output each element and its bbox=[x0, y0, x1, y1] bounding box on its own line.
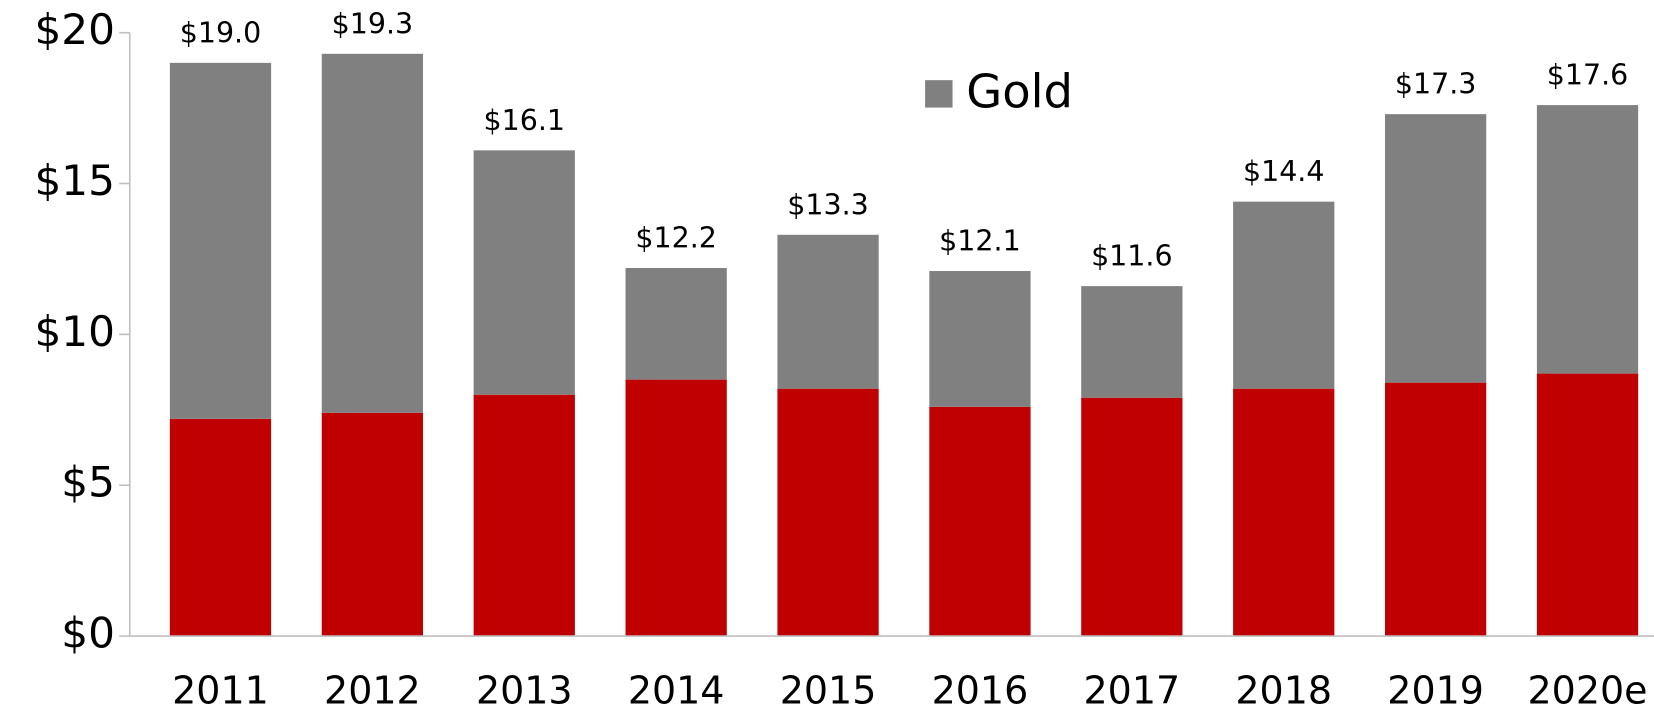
y-tick-label: $5 bbox=[61, 458, 115, 507]
total-label: $12.1 bbox=[939, 225, 1021, 258]
x-tick-label: 2012 bbox=[324, 669, 421, 712]
bar-segment bbox=[321, 412, 424, 637]
x-tick-label: 2015 bbox=[780, 669, 877, 712]
total-label: $19.3 bbox=[332, 7, 414, 40]
total-label: $16.1 bbox=[484, 104, 566, 137]
bar-segment bbox=[1384, 382, 1487, 637]
bar-segment bbox=[1081, 286, 1183, 398]
x-tick-label: 2017 bbox=[1084, 669, 1181, 712]
bar-segment bbox=[777, 234, 879, 389]
x-tick-label: 2013 bbox=[476, 669, 573, 712]
total-label: $17.6 bbox=[1547, 59, 1629, 92]
x-tick-label: 2019 bbox=[1387, 669, 1484, 712]
total-label: $13.3 bbox=[787, 188, 869, 221]
total-label: $14.4 bbox=[1243, 155, 1325, 188]
bar-segment bbox=[1081, 397, 1183, 637]
bar-segment bbox=[929, 406, 1031, 637]
bar-segment bbox=[625, 268, 727, 380]
bar-segment bbox=[777, 388, 879, 637]
total-label: $19.0 bbox=[180, 16, 262, 49]
total-label: $11.6 bbox=[1091, 240, 1173, 273]
bar-segment bbox=[929, 271, 1031, 407]
bar-segment bbox=[169, 62, 272, 419]
bar-segment bbox=[169, 418, 272, 637]
bar-segment bbox=[1536, 105, 1639, 374]
legend-swatch bbox=[925, 80, 953, 108]
bar-segment bbox=[1384, 114, 1487, 383]
y-tick-label: $20 bbox=[34, 5, 115, 54]
bar-segment bbox=[321, 53, 424, 413]
bar-segment bbox=[473, 394, 575, 637]
bar-segment bbox=[625, 379, 727, 637]
total-label: $17.3 bbox=[1395, 68, 1477, 101]
bar-segment bbox=[473, 150, 575, 395]
x-tick-label: 2011 bbox=[172, 669, 269, 712]
y-tick-label: $15 bbox=[34, 156, 115, 205]
legend-label: Gold bbox=[966, 64, 1073, 118]
y-tick-label: $10 bbox=[34, 307, 115, 356]
bar-segment bbox=[1233, 388, 1335, 637]
y-tick-label: $0 bbox=[61, 609, 115, 658]
total-label: $12.2 bbox=[635, 222, 717, 255]
bar-segment bbox=[1536, 373, 1639, 637]
x-tick-label: 2020e bbox=[1528, 669, 1648, 712]
x-tick-label: 2018 bbox=[1235, 669, 1332, 712]
x-tick-label: 2016 bbox=[932, 669, 1029, 712]
bar-segment bbox=[1233, 201, 1335, 389]
x-tick-label: 2014 bbox=[628, 669, 725, 712]
